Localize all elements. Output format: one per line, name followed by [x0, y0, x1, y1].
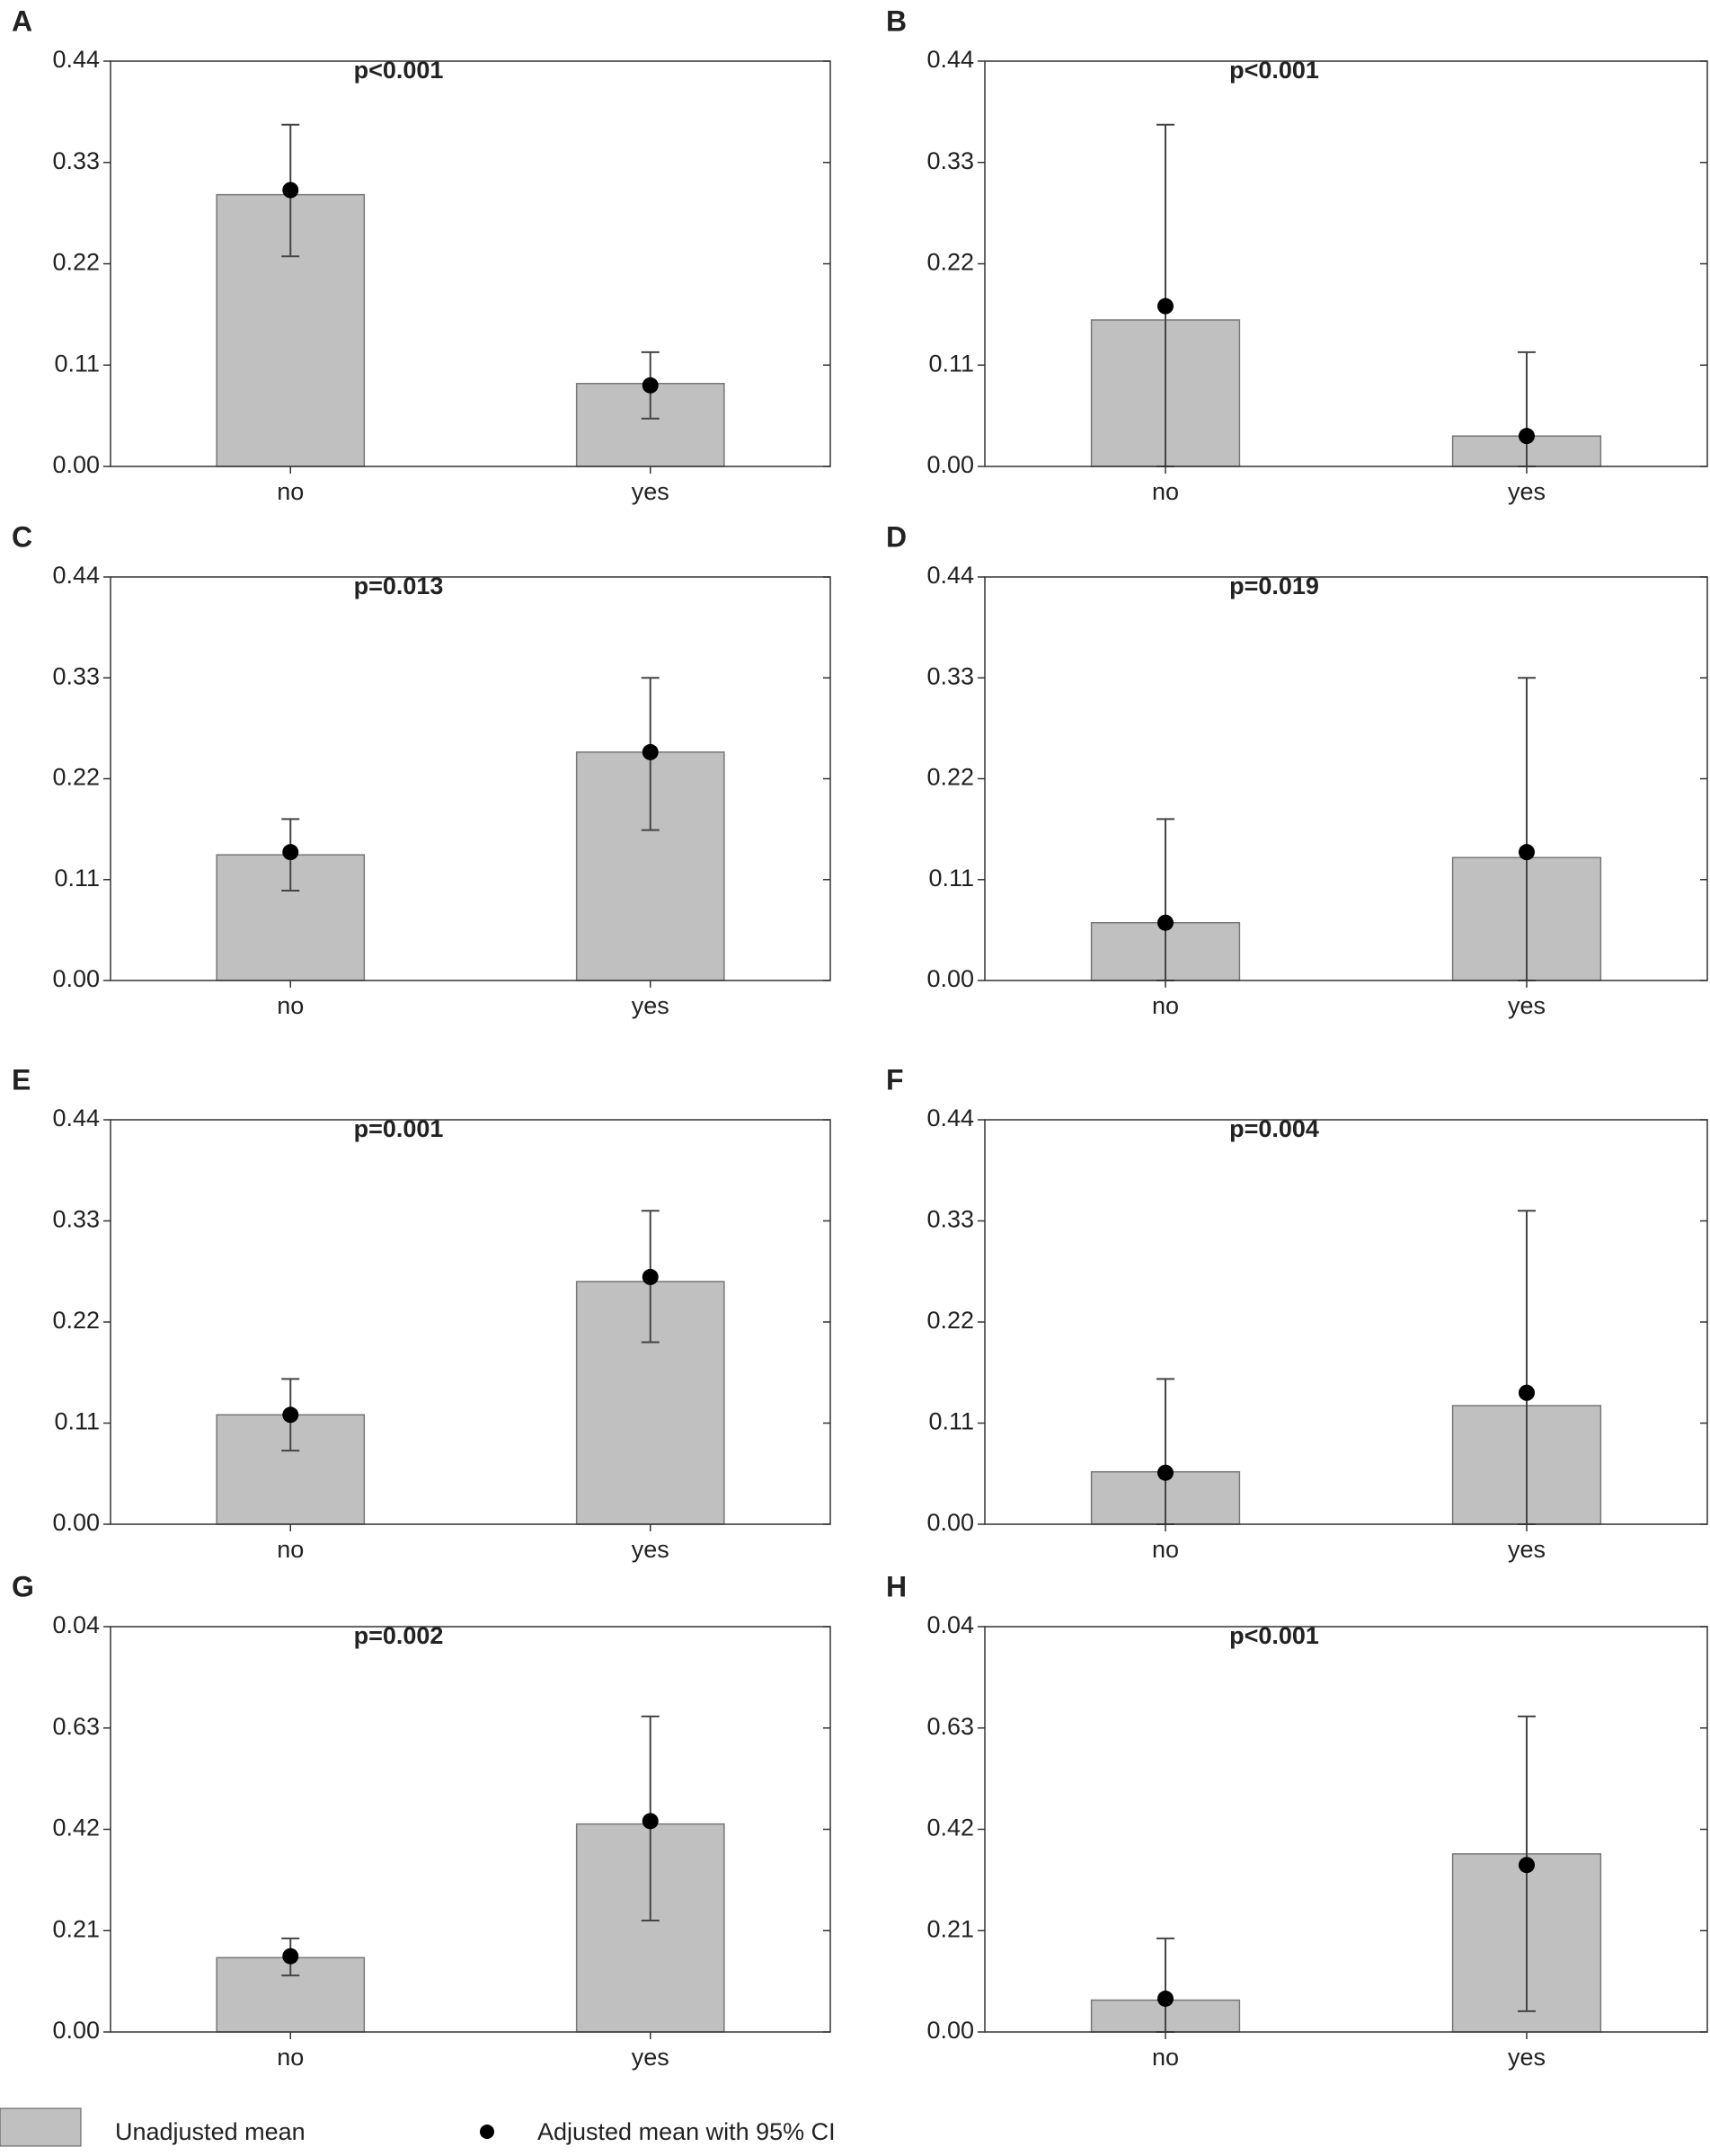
y-tick-label: 0.44 [926, 1105, 974, 1131]
adjusted-point [1519, 844, 1535, 861]
adjusted-point [1157, 1464, 1174, 1481]
y-tick-label: 0.22 [52, 764, 100, 791]
y-tick-label: 0.42 [926, 1814, 974, 1841]
plot-frame [110, 576, 831, 981]
y-tick-label: 0.11 [54, 350, 100, 377]
y-tick-label: 0.44 [52, 562, 100, 589]
y-tick-label: 0.63 [52, 1713, 100, 1740]
y-tick-label: 0.04 [52, 1611, 100, 1638]
plot-frame [984, 1626, 1708, 2033]
plot-frame [984, 1119, 1708, 1525]
y-tick-label: 0.11 [928, 1408, 974, 1435]
x-tick-label: no [277, 992, 304, 1019]
adjusted-point [282, 182, 299, 199]
plot-frame [984, 576, 1708, 981]
adjusted-point [1157, 914, 1174, 931]
x-tick-label: no [1152, 1536, 1179, 1563]
x-tick-label: no [1152, 478, 1179, 505]
x-tick-label: no [277, 478, 304, 505]
panel-label: F [886, 1063, 904, 1096]
adjusted-point [282, 1947, 299, 1965]
y-tick-label: 0.00 [52, 451, 100, 478]
x-tick-label: no [277, 2044, 304, 2071]
y-tick-label: 0.00 [52, 1509, 100, 1536]
y-tick-label: 0.00 [52, 2017, 100, 2044]
y-tick-label: 0.44 [926, 562, 974, 589]
adjusted-point [1519, 1857, 1535, 1874]
y-tick-label: 0.22 [926, 1307, 974, 1334]
x-tick-label: yes [1508, 1536, 1546, 1563]
bar [575, 751, 725, 981]
panel-label: G [12, 1570, 34, 1602]
panel-label: H [886, 1570, 907, 1602]
plot-frame [110, 1119, 831, 1525]
adjusted-point [1157, 297, 1174, 315]
y-tick-label: 0.00 [926, 451, 974, 478]
panel-label: C [12, 520, 32, 553]
y-tick-label: 0.11 [928, 865, 974, 892]
y-tick-label: 0.33 [52, 662, 100, 689]
panel-label: E [12, 1063, 31, 1096]
adjusted-point [282, 1406, 299, 1424]
y-tick-label: 0.11 [54, 1408, 100, 1435]
y-tick-label: 0.42 [52, 1814, 100, 1841]
adjusted-point [1519, 1384, 1535, 1401]
y-tick-label: 0.33 [926, 1206, 974, 1233]
x-tick-label: no [277, 1536, 304, 1563]
panel-label: B [886, 4, 907, 37]
y-tick-label: 0.63 [926, 1713, 974, 1740]
x-tick-label: yes [632, 1536, 669, 1563]
adjusted-point [642, 1813, 659, 1830]
x-tick-label: yes [1508, 478, 1546, 505]
y-tick-label: 0.21 [926, 1915, 974, 1942]
legend-label: Adjusted mean with 95% CI [537, 2118, 836, 2145]
adjusted-point [1157, 1990, 1174, 2007]
x-tick-label: no [1152, 992, 1179, 1019]
panel-label: D [886, 520, 907, 553]
y-tick-label: 0.22 [52, 249, 100, 276]
x-tick-label: yes [632, 2044, 669, 2071]
y-tick-label: 0.33 [52, 1206, 100, 1233]
y-tick-label: 0.44 [52, 1105, 100, 1131]
y-tick-label: 0.04 [926, 1611, 974, 1638]
y-tick-label: 0.33 [926, 662, 974, 689]
plot-frame [110, 1626, 831, 2033]
y-tick-label: 0.00 [52, 965, 100, 992]
y-tick-label: 0.22 [926, 249, 974, 276]
y-tick-label: 0.21 [52, 1915, 100, 1942]
legend-label: Unadjusted mean [115, 2118, 306, 2145]
y-tick-label: 0.00 [926, 1509, 974, 1536]
adjusted-point [642, 1268, 659, 1285]
adjusted-point [282, 844, 299, 861]
y-tick-label: 0.33 [926, 147, 974, 174]
legend-marker [480, 2125, 494, 2139]
y-tick-label: 0.11 [54, 865, 100, 892]
adjusted-point [1519, 428, 1535, 445]
y-tick-label: 0.44 [926, 46, 974, 73]
x-tick-label: no [1152, 2044, 1179, 2071]
panel-label: A [12, 4, 32, 37]
y-tick-label: 0.22 [52, 1307, 100, 1334]
y-tick-label: 0.44 [52, 46, 100, 73]
plot-frame [110, 60, 831, 467]
y-tick-label: 0.11 [928, 350, 974, 377]
adjusted-point [642, 743, 659, 760]
y-tick-label: 0.22 [926, 764, 974, 791]
x-tick-label: yes [1508, 2044, 1546, 2071]
legend-swatch [0, 2107, 82, 2147]
y-tick-label: 0.00 [926, 2017, 974, 2044]
x-tick-label: yes [632, 478, 669, 505]
y-tick-label: 0.00 [926, 965, 974, 992]
adjusted-point [642, 377, 659, 394]
x-tick-label: yes [632, 992, 669, 1019]
y-tick-label: 0.33 [52, 147, 100, 174]
plot-frame [984, 60, 1708, 467]
x-tick-label: yes [1508, 992, 1546, 1019]
